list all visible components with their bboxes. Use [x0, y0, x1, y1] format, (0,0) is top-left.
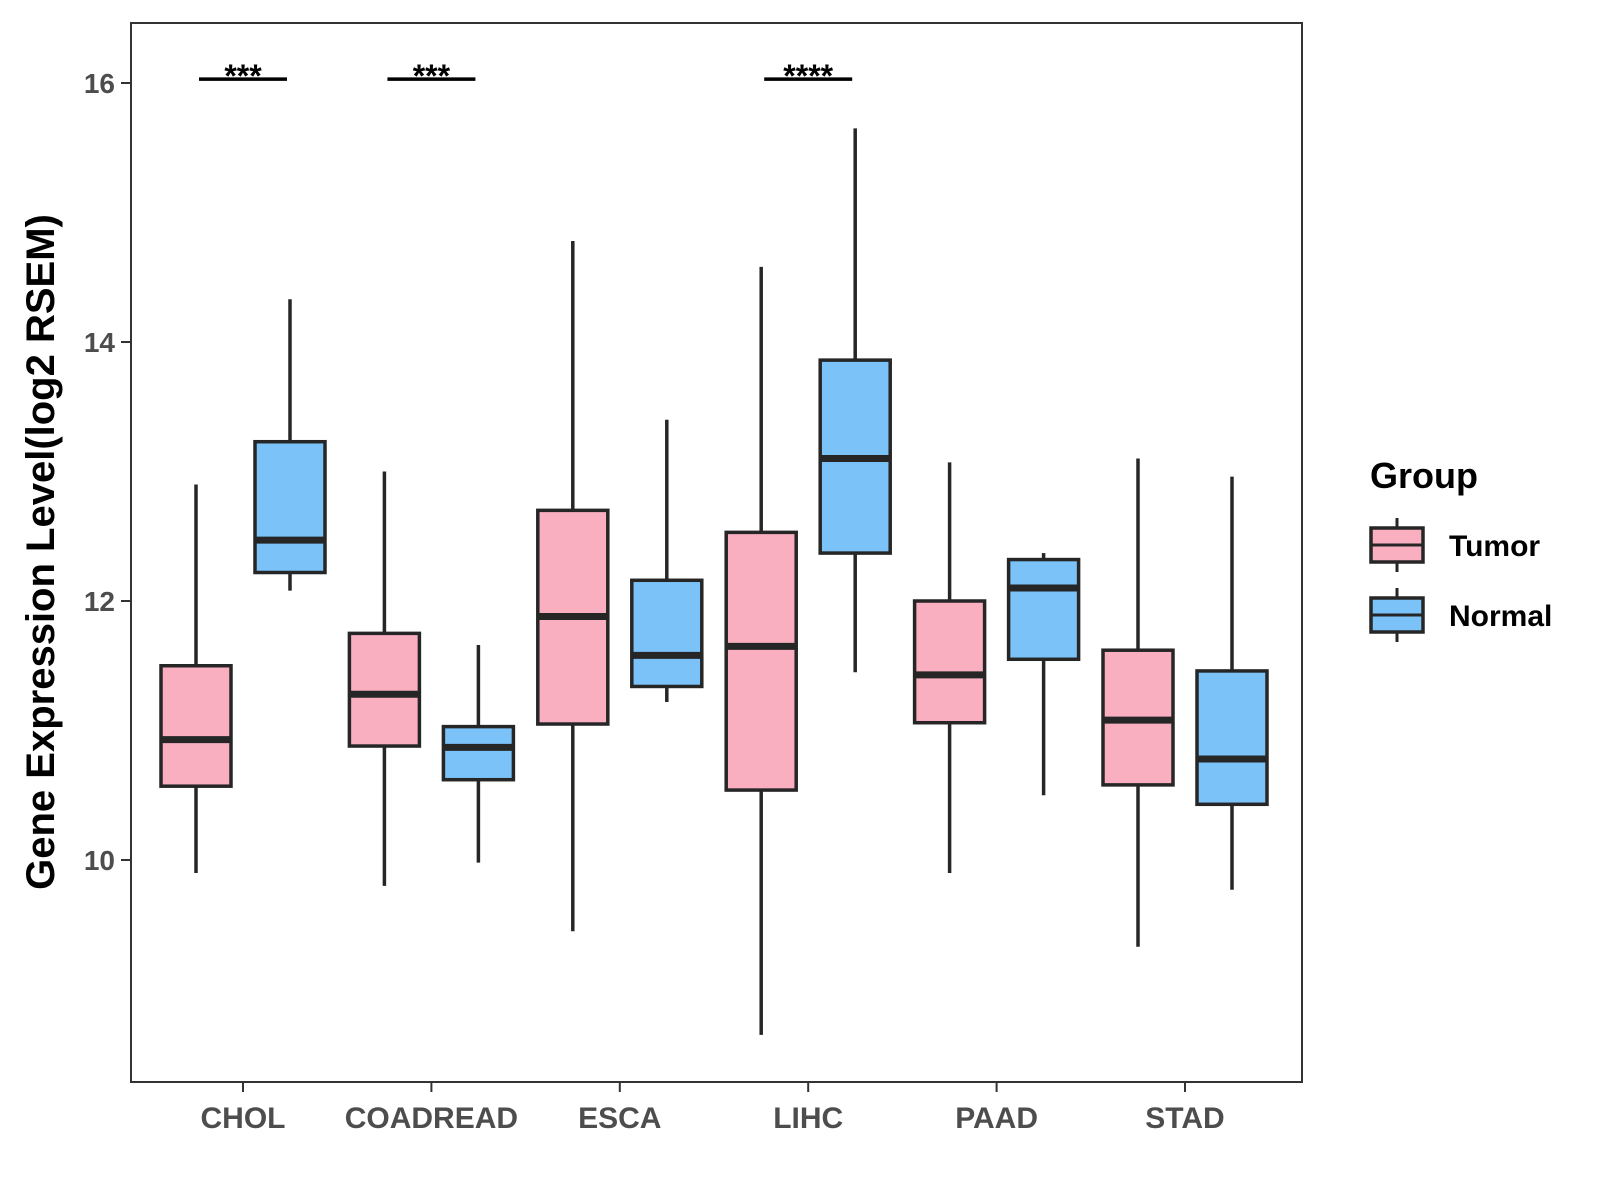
y-tick-label: 14	[84, 327, 116, 358]
legend-item-tumor: Tumor	[1369, 518, 1540, 572]
box-body	[912, 599, 987, 725]
significance-coadread: ***	[387, 58, 476, 94]
box-tumor-lihc	[724, 266, 798, 1035]
legend-title: Group	[1370, 455, 1478, 496]
box-normal-paad	[1006, 553, 1081, 796]
box-normal-coadread	[441, 645, 516, 863]
box-normal-stad	[1195, 476, 1269, 890]
box-series	[159, 128, 1269, 1035]
y-tick-label: 10	[84, 845, 115, 876]
legend: Group Tumor Normal	[1369, 455, 1552, 642]
significance-label: ****	[783, 58, 833, 94]
y-tick-label: 12	[84, 586, 115, 617]
significance-chol: ***	[199, 58, 287, 94]
significance-lihc: ****	[764, 58, 853, 94]
box-body	[630, 578, 704, 689]
box-body	[253, 439, 327, 575]
x-tick-label: STAD	[1145, 1102, 1224, 1135]
box-tumor-paad	[912, 462, 987, 873]
box-body	[159, 664, 233, 788]
box-body	[441, 724, 516, 782]
box-tumor-chol	[159, 484, 233, 873]
significance-label: ***	[224, 58, 262, 94]
box-normal-esca	[630, 419, 704, 703]
box-tumor-stad	[1101, 458, 1175, 947]
box-body	[347, 631, 422, 748]
significance-annotations: *** *** ****	[199, 58, 853, 94]
y-axis-title: Gene Expression Level(log2 RSEM)	[19, 214, 63, 890]
box-body	[724, 530, 798, 792]
box-body	[1006, 557, 1081, 662]
y-axis: 10 12 14 16	[84, 68, 131, 876]
x-tick-label: COADREAD	[345, 1102, 518, 1135]
box-body	[1195, 669, 1269, 807]
significance-label: ***	[413, 58, 451, 94]
box-normal-chol	[253, 299, 327, 591]
legend-label: Tumor	[1449, 530, 1540, 563]
box-tumor-esca	[536, 240, 610, 932]
y-tick-label: 16	[84, 68, 115, 99]
x-tick-label: ESCA	[578, 1102, 661, 1135]
x-tick-label: LIHC	[773, 1102, 843, 1135]
legend-item-normal: Normal	[1369, 588, 1552, 642]
x-tick-label: CHOL	[201, 1102, 286, 1135]
box-normal-lihc	[818, 128, 892, 673]
box-tumor-coadread	[347, 471, 422, 886]
legend-label: Normal	[1449, 600, 1552, 633]
x-tick-label: PAAD	[955, 1102, 1038, 1135]
x-axis: CHOL COADREAD ESCA LIHC PAAD STAD	[201, 1082, 1225, 1135]
